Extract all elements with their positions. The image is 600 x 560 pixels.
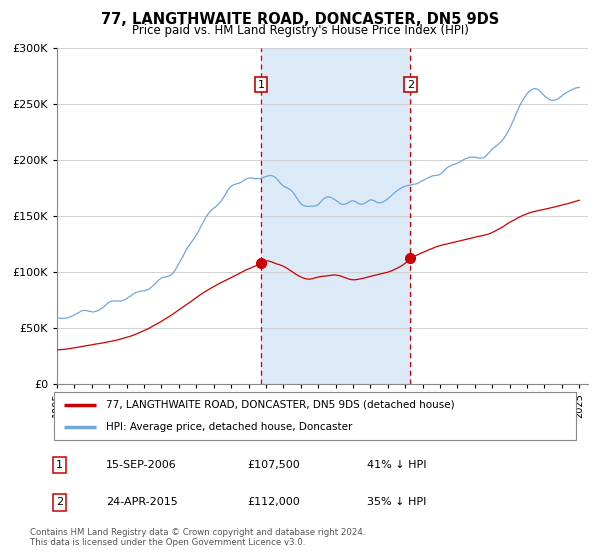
Text: 24-APR-2015: 24-APR-2015 bbox=[106, 497, 178, 507]
Text: £112,000: £112,000 bbox=[247, 497, 300, 507]
Text: Price paid vs. HM Land Registry's House Price Index (HPI): Price paid vs. HM Land Registry's House … bbox=[131, 24, 469, 36]
Text: 35% ↓ HPI: 35% ↓ HPI bbox=[367, 497, 427, 507]
Text: 77, LANGTHWAITE ROAD, DONCASTER, DN5 9DS: 77, LANGTHWAITE ROAD, DONCASTER, DN5 9DS bbox=[101, 12, 499, 27]
Text: 77, LANGTHWAITE ROAD, DONCASTER, DN5 9DS (detached house): 77, LANGTHWAITE ROAD, DONCASTER, DN5 9DS… bbox=[106, 400, 455, 410]
Text: Contains HM Land Registry data © Crown copyright and database right 2024.
This d: Contains HM Land Registry data © Crown c… bbox=[30, 528, 365, 547]
Text: 1: 1 bbox=[56, 460, 63, 470]
Text: 2: 2 bbox=[407, 80, 414, 90]
Text: 15-SEP-2006: 15-SEP-2006 bbox=[106, 460, 177, 470]
Text: 2: 2 bbox=[56, 497, 63, 507]
Text: £107,500: £107,500 bbox=[247, 460, 300, 470]
Text: 1: 1 bbox=[257, 80, 265, 90]
Bar bbox=[261, 48, 410, 384]
FancyBboxPatch shape bbox=[54, 392, 576, 440]
Text: HPI: Average price, detached house, Doncaster: HPI: Average price, detached house, Donc… bbox=[106, 422, 353, 432]
Text: 41% ↓ HPI: 41% ↓ HPI bbox=[367, 460, 427, 470]
